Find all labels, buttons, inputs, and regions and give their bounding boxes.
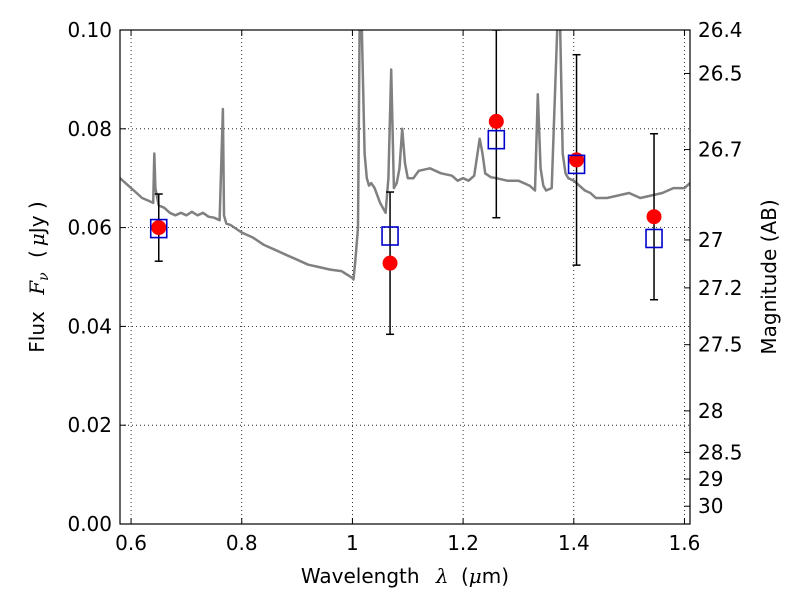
- observed-point-0: [151, 220, 167, 236]
- y2-tick-label-7: 28.5: [698, 440, 743, 464]
- observed-point-4: [646, 209, 662, 225]
- y2-tick-label-9: 30: [698, 494, 723, 518]
- x-tick-label-5: 1.6: [669, 531, 701, 555]
- x-axis-title-unit-open: (: [461, 564, 469, 588]
- y2-tick-label-3: 27: [698, 228, 723, 252]
- x-axis-title-text: Wavelength: [301, 564, 420, 588]
- y-tick-label-3: 0.06: [67, 216, 112, 240]
- grid-lines: [120, 29, 690, 525]
- y-axis-title-text: Flux: [25, 311, 49, 353]
- point-layer: [151, 113, 662, 271]
- square-layer: [149, 129, 663, 249]
- model-square-4: [645, 228, 663, 249]
- x-axis-title-symbol: λ: [435, 564, 449, 588]
- y-tick-label-4: 0.08: [67, 117, 112, 141]
- y2-tick-label-4: 27.2: [698, 276, 743, 300]
- y-axis-title-subscript: ν: [36, 272, 52, 281]
- y-tick-label-5: 0.10: [67, 18, 112, 42]
- y-tick-label-1: 0.02: [67, 413, 112, 437]
- y2-tick-label-2: 26.7: [698, 138, 743, 162]
- model-square-2: [487, 129, 506, 150]
- tick-marks: [120, 29, 690, 525]
- x-tick-label-4: 1.4: [558, 531, 590, 555]
- y-axis-title-unit-rest: Jy ): [25, 201, 49, 235]
- observed-point-2: [488, 113, 504, 129]
- y2-tick-label-6: 28: [698, 399, 723, 423]
- model-square-3: [567, 154, 586, 175]
- y2-tick-label-0: 26.4: [698, 18, 743, 42]
- y-tick-label-0: 0.00: [67, 512, 112, 536]
- observed-point-3: [569, 152, 585, 168]
- plot-frame: [119, 29, 691, 525]
- spectrum-layer: [120, 30, 690, 281]
- x-axis-title-unit-mu: μ: [469, 564, 482, 588]
- y2-tick-label-8: 29: [698, 467, 723, 491]
- y-axis-title-symbol: F: [25, 280, 49, 296]
- tick-labels: 0.6 0.8 1 1.2 1.4 1.6 0.00 0.02 0.04 0.06 0.08 0.10…: [67, 18, 742, 555]
- model-square-1: [381, 226, 399, 246]
- model-square-0: [149, 218, 168, 239]
- x-tick-label-0: 0.6: [115, 531, 147, 555]
- y-axis-title-unit-mu: μ: [25, 233, 49, 246]
- y-axis-title: Flux Fν ( μJy ): [25, 201, 53, 352]
- x-axis-title-unit-rest: m): [482, 564, 509, 588]
- y-tick-label-2: 0.04: [67, 314, 112, 338]
- y2-tick-label-5: 27.5: [698, 333, 743, 357]
- errorbar-layer: [154, 30, 659, 336]
- y2-axis-title: Magnitude (AB): [757, 199, 781, 354]
- x-tick-label-1: 0.8: [226, 531, 258, 555]
- observed-point-1: [382, 255, 398, 271]
- x-axis-title: Wavelength λ (μm): [301, 564, 509, 588]
- x-tick-label-2: 1: [346, 531, 359, 555]
- spectrum-line: [120, 30, 690, 281]
- x-tick-label-3: 1.2: [447, 531, 479, 555]
- y2-tick-label-1: 26.5: [698, 61, 743, 85]
- y-axis-title-unit-open: (: [25, 250, 49, 258]
